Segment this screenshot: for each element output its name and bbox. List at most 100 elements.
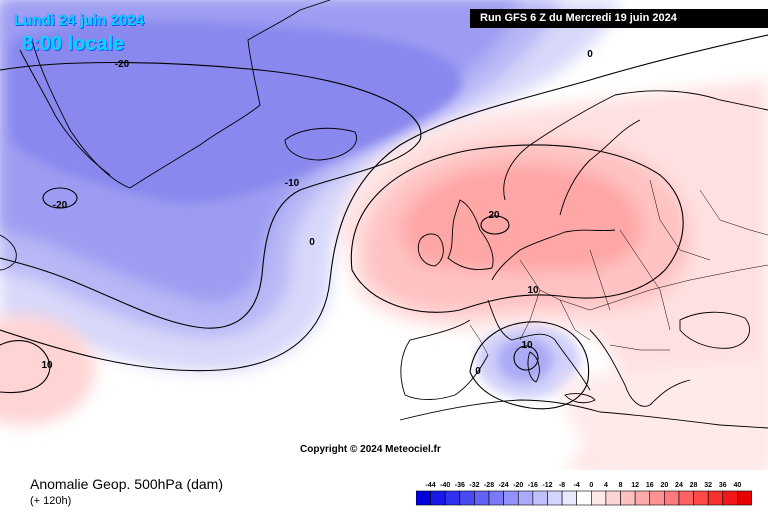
legend-swatch <box>503 490 519 506</box>
positive-anomaly-core <box>400 165 641 271</box>
scandinavia-coast <box>503 90 768 201</box>
legend-label: 32 <box>704 482 712 489</box>
legend-label: 4 <box>604 482 608 489</box>
legend-swatch <box>678 490 694 506</box>
legend-swatch <box>547 490 563 506</box>
legend-label: 0 <box>589 482 593 489</box>
contour-label: 10 <box>521 340 533 351</box>
europe-coast <box>491 229 616 281</box>
contour-twenty <box>480 215 510 235</box>
legend-swatch <box>576 490 592 506</box>
contour-minus10 <box>0 61 422 329</box>
legend-label: 24 <box>675 482 683 489</box>
copyright-notice: Copyright © 2024 Meteociel.fr <box>300 444 441 455</box>
legend-swatch <box>474 490 490 506</box>
contour-minus10-cutoff <box>513 345 539 371</box>
ireland-coast <box>417 233 444 267</box>
contour-label: -20 <box>115 59 130 70</box>
contour-labels: -20 -20 -10 0 0 20 10 10 10 0 <box>41 49 593 377</box>
country-borders <box>469 179 768 356</box>
africa-positive-anomaly <box>560 360 768 470</box>
north-africa-coast <box>399 399 768 429</box>
contour-ten-atlantic <box>0 340 51 394</box>
legend-swatch <box>722 490 738 506</box>
legend-label: -36 <box>455 482 465 489</box>
legend-swatch <box>517 490 534 506</box>
contour-label: 10 <box>527 285 539 296</box>
legend-label: -32 <box>469 482 479 489</box>
contour-zero-north <box>0 34 768 372</box>
atlantic-positive-anomaly <box>0 315 95 425</box>
legend-label: 20 <box>660 482 668 489</box>
legend-swatch <box>488 490 504 506</box>
greenland-coast-west <box>19 49 111 176</box>
contour-ten-europe <box>350 144 684 313</box>
black-sea-coast <box>679 311 750 349</box>
iceland-coast <box>284 127 357 161</box>
contour-label: 10 <box>41 360 53 371</box>
legend-swatch <box>649 490 665 506</box>
legend-label: 40 <box>733 482 741 489</box>
forecast-lead-time: (+ 120h) <box>30 495 72 507</box>
legend-swatch <box>561 490 577 506</box>
border-line <box>619 229 671 331</box>
legend-swatch <box>737 490 752 506</box>
legend-swatch <box>693 490 709 506</box>
legend-swatch <box>532 490 548 506</box>
legend-label: -20 <box>513 482 523 489</box>
map-title: Anomalie Geop. 500hPa (dam) <box>30 476 223 492</box>
legend-swatch <box>430 490 446 506</box>
legend-label: -28 <box>484 482 494 489</box>
legend-swatch <box>605 490 621 506</box>
sardinia-coast <box>527 351 540 383</box>
anomaly-shading <box>0 0 768 470</box>
legend-label: -4 <box>574 482 580 489</box>
legend-label: 36 <box>719 482 727 489</box>
greenland-coast <box>31 0 331 189</box>
legend-label: -8 <box>559 482 565 489</box>
border-line <box>609 344 670 351</box>
balkans-coast <box>589 329 691 407</box>
legend-label: 12 <box>631 482 639 489</box>
border-line <box>649 179 711 261</box>
contour-zero-med <box>469 321 590 410</box>
legend-swatch <box>416 490 431 506</box>
color-scale-legend: -44 -40 -36 -32 -28 -24 -20 -16 -12 -8 -4 0 4 8 12 16 20… <box>416 482 752 506</box>
run-banner: Run GFS 6 Z du Mercredi 19 juin 2024 <box>470 9 768 28</box>
scandinavia-inner <box>559 119 641 216</box>
contour-label: -10 <box>285 178 300 189</box>
negative-anomaly-core <box>10 21 462 204</box>
contour-minus20 <box>42 187 78 209</box>
legend-swatch <box>634 490 651 506</box>
legend-label: -40 <box>440 482 450 489</box>
contour-label: -20 <box>53 200 68 211</box>
great-britain-coast <box>447 199 494 270</box>
legend-label: -24 <box>499 482 509 489</box>
france-italy-coast <box>487 299 591 391</box>
legend-labels: -44 -40 -36 -32 -28 -24 -20 -16 -12 -8 -4 0 4 8 12 16 20… <box>426 482 742 489</box>
legend-label: 28 <box>690 482 698 489</box>
legend-label: -16 <box>528 482 538 489</box>
legend-label: 16 <box>646 482 654 489</box>
border-line <box>469 324 489 356</box>
border-line <box>559 299 591 341</box>
legend-label: -44 <box>426 482 436 489</box>
legend-label: 8 <box>619 482 623 489</box>
coastlines <box>0 0 768 429</box>
forecast-time: 8:00 locale <box>22 33 125 55</box>
forecast-date: Lundi 24 juin 2024 <box>14 12 145 29</box>
contour-label: 20 <box>488 210 500 221</box>
contour-label: 0 <box>309 237 315 248</box>
border-line <box>519 289 541 341</box>
contour-label: 0 <box>475 366 481 377</box>
legend-swatches <box>416 490 752 506</box>
border-line <box>589 249 611 311</box>
contour-label: 0 <box>587 49 593 60</box>
iberia-coast <box>400 319 489 400</box>
legend-swatch <box>444 490 461 506</box>
border-line <box>699 189 768 236</box>
contour-lines <box>0 34 768 410</box>
legend-swatch <box>707 490 724 506</box>
legend-label: -12 <box>542 482 552 489</box>
